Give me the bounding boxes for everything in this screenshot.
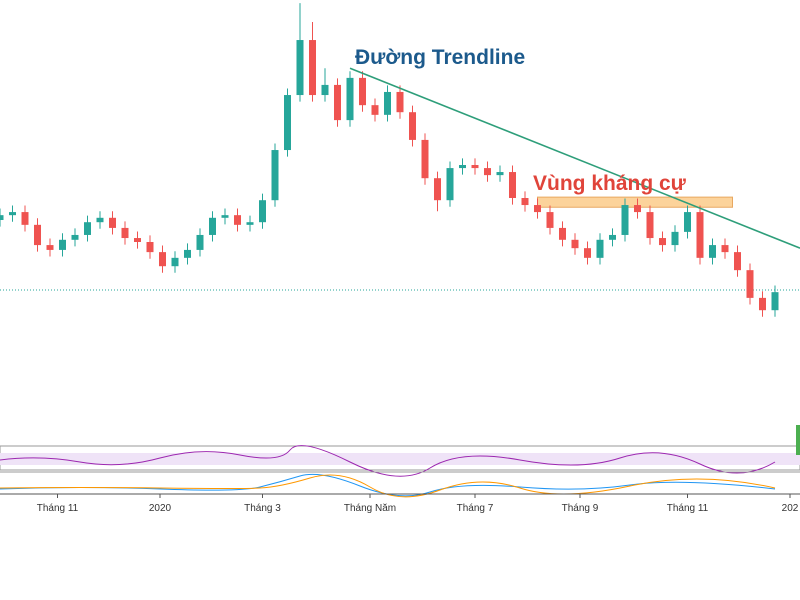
candle-body (284, 95, 291, 151)
candle-body (696, 212, 704, 258)
candle-body (521, 198, 529, 206)
macd-line (0, 473, 776, 497)
x-tick-label: 202 (782, 503, 799, 514)
x-tick-label: Tháng Năm (344, 503, 396, 514)
candle-body (584, 248, 591, 258)
candle-body (771, 292, 779, 311)
candle-body (371, 105, 379, 115)
candle-body (721, 245, 729, 253)
candle-body (109, 217, 116, 228)
candle-body (296, 40, 304, 96)
candle-body (121, 227, 129, 239)
candle-body (734, 252, 741, 271)
candle-body (184, 249, 191, 258)
candle-body (671, 231, 679, 246)
candle-body (559, 227, 566, 240)
x-tick-label: Tháng 11 (37, 503, 79, 514)
candle-body (571, 239, 579, 249)
candle-body (334, 84, 341, 121)
x-tick-label: Tháng 11 (667, 503, 709, 514)
candle-body (746, 270, 754, 298)
candle-body (0, 215, 4, 220)
candle-body (71, 234, 79, 240)
candle-body (46, 245, 54, 250)
candle-body (609, 234, 616, 240)
candle-body (484, 168, 491, 176)
rsi-line (0, 445, 776, 477)
x-tick-label: 2020 (149, 503, 172, 514)
x-tick-label: Tháng 9 (562, 503, 599, 514)
candle-body (621, 205, 629, 235)
candle-body (84, 222, 91, 235)
candle-body (471, 165, 479, 169)
resistance-label: Vùng kháng cự (533, 172, 687, 195)
candle-body (446, 168, 454, 201)
candle-body (459, 165, 466, 169)
candle-body (534, 205, 541, 213)
x-tick-label: Tháng 7 (457, 503, 494, 514)
candle-body (659, 238, 666, 246)
candle-body (709, 245, 716, 258)
candle-body (271, 150, 279, 201)
candle-body (409, 112, 416, 140)
candle-body (96, 217, 104, 223)
candle-body (359, 77, 366, 106)
candle-body (596, 239, 604, 258)
candle-body (234, 215, 241, 225)
x-tick-label: Tháng 3 (244, 503, 281, 514)
candle-body (346, 77, 354, 121)
candle-body (646, 212, 654, 239)
candle-body (259, 200, 266, 223)
candle-body (684, 212, 691, 232)
rsi-band (0, 453, 800, 465)
candle-body (321, 84, 329, 96)
candle-body (21, 212, 29, 225)
signal-line (0, 474, 776, 498)
candle-body (196, 234, 204, 250)
candle-body (34, 224, 41, 246)
candle-body (171, 257, 179, 267)
candle-body (221, 215, 229, 218)
trendline-label: Đường Trendline (355, 46, 525, 69)
candle-body (421, 139, 429, 179)
candle-body (546, 212, 554, 228)
candle-body (496, 172, 504, 176)
candle-body (384, 91, 391, 115)
candle-body (246, 222, 254, 225)
candle-body (434, 178, 441, 201)
candle-body (309, 40, 316, 96)
candle-body (146, 242, 154, 253)
candle-body (759, 297, 766, 311)
candle-body (159, 252, 166, 267)
candle-body (396, 91, 404, 113)
candle-body (9, 212, 16, 216)
trendline (349, 67, 800, 249)
candle-body (134, 238, 141, 242)
candle-body (634, 205, 641, 213)
candle-body (509, 172, 516, 198)
candle-body (209, 217, 216, 235)
edge-marker (796, 425, 800, 455)
candle-body (59, 239, 66, 250)
